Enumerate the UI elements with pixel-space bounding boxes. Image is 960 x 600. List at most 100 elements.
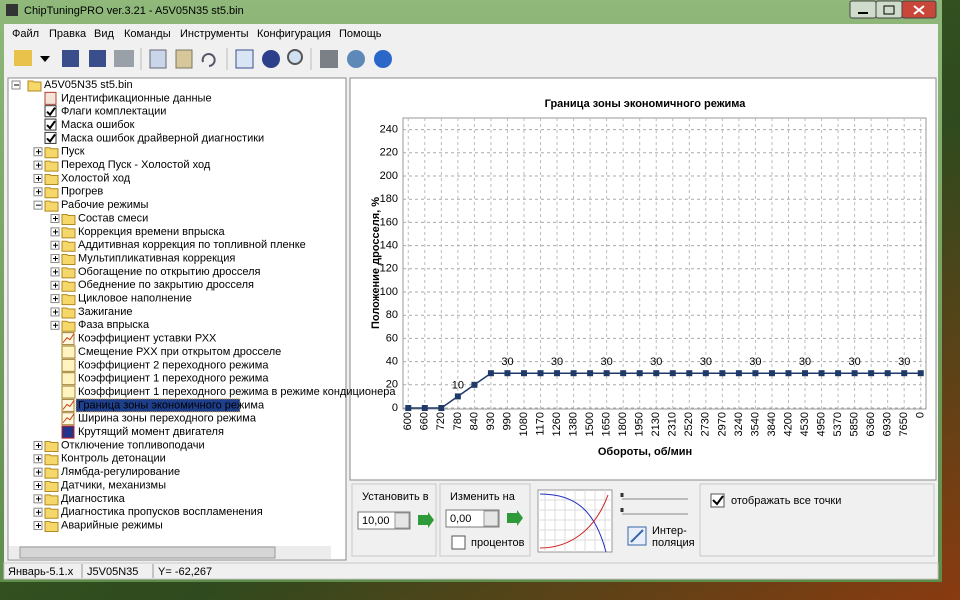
tool-info[interactable]	[262, 50, 280, 68]
data-point[interactable]	[520, 370, 527, 377]
tree-item-label[interactable]: Граница зоны экономичного режима	[78, 399, 265, 411]
show-all-checkbox[interactable]	[710, 493, 725, 508]
menu-item[interactable]: Вид	[94, 28, 114, 40]
data-point[interactable]	[686, 370, 693, 377]
tree-icon	[61, 425, 75, 439]
change-apply[interactable]	[507, 510, 523, 526]
tool-dropdown[interactable]	[40, 56, 50, 62]
data-point[interactable]	[702, 370, 709, 377]
tool-connect[interactable]	[347, 50, 365, 68]
tree-item-label[interactable]: Коэффициент 1 переходного режима	[78, 373, 269, 385]
tool-paste[interactable]	[175, 49, 193, 69]
data-point[interactable]	[421, 405, 428, 411]
data-point[interactable]	[587, 370, 594, 377]
data-point[interactable]	[570, 370, 577, 377]
tree-item-label[interactable]: Лямбда-регулирование	[61, 466, 180, 478]
menu-item[interactable]: Конфигурация	[257, 28, 331, 40]
data-point[interactable]	[752, 370, 759, 377]
menu-item[interactable]: Правка	[49, 28, 87, 40]
tree-item-label[interactable]: Мультипликативная коррекция	[78, 252, 235, 264]
data-point[interactable]	[884, 370, 891, 377]
change-spinner[interactable]	[483, 510, 499, 527]
tree-item-label[interactable]: Коррекция времени впрыска	[78, 226, 226, 238]
tool-save[interactable]	[62, 50, 79, 67]
menu-item[interactable]: Помощь	[339, 28, 382, 40]
x-tick-label: 2520	[683, 412, 695, 436]
data-point[interactable]	[868, 370, 875, 377]
maximize-button[interactable]	[875, 0, 903, 19]
data-point[interactable]	[537, 370, 544, 377]
tree-icon	[44, 507, 59, 519]
tree-item-label[interactable]: Крутящий момент двигателя	[78, 426, 224, 438]
tree-item-label[interactable]: Фаза впрыска	[78, 319, 150, 331]
tree-item-label[interactable]: Диагностика	[61, 493, 126, 505]
data-point[interactable]	[471, 381, 478, 388]
percent-checkbox[interactable]	[451, 535, 466, 550]
tree-item-label[interactable]: Отключение топливоподачи	[61, 439, 205, 451]
tree-item-label[interactable]: A5V05N35 st5.bin	[44, 79, 133, 91]
data-point[interactable]	[504, 370, 511, 377]
tool-chart[interactable]	[235, 49, 254, 69]
data-point[interactable]	[405, 405, 412, 411]
tree-item-label[interactable]: Диагностика пропусков воспламенения	[61, 506, 263, 518]
tool-undo[interactable]	[201, 53, 216, 67]
tree-item-label[interactable]: Рабочие режимы	[61, 199, 148, 211]
tool-open[interactable]	[14, 50, 32, 66]
data-point[interactable]	[603, 370, 610, 377]
tree-item-label[interactable]: Идентификационные данные	[61, 92, 212, 104]
tree-item-label[interactable]: Коэффициент 1 переходного режима в режим…	[78, 386, 396, 398]
data-point[interactable]	[487, 370, 494, 377]
tree-scroll-thumb[interactable]	[19, 546, 276, 559]
data-point[interactable]	[554, 370, 561, 377]
data-point[interactable]	[818, 370, 825, 377]
tree-item-label[interactable]: Датчики, механизмы	[61, 479, 166, 491]
data-point[interactable]	[835, 370, 842, 377]
tool-search[interactable]	[287, 49, 303, 65]
data-point[interactable]	[454, 393, 461, 400]
set-apply[interactable]	[418, 512, 434, 528]
data-point[interactable]	[653, 370, 660, 377]
data-point[interactable]	[851, 370, 858, 377]
tool-print[interactable]	[114, 50, 134, 67]
tree-item-label[interactable]: Прогрев	[61, 186, 103, 198]
data-point[interactable]	[620, 370, 627, 377]
tree-item-label[interactable]: Пуск	[61, 146, 85, 158]
tree-item-label[interactable]: Обеднение по закрытию дросселя	[78, 279, 254, 291]
tree-item-label[interactable]: Аддитивная коррекция по топливной пленке	[78, 239, 306, 251]
tool-help[interactable]	[374, 50, 392, 68]
tree-item-label[interactable]: Холостой ход	[61, 172, 131, 184]
data-point[interactable]	[438, 405, 445, 411]
menu-item[interactable]: Инструменты	[180, 28, 249, 40]
tool-save-as[interactable]	[89, 50, 106, 67]
tree-item-label[interactable]: Переход Пуск - Холостой ход	[61, 159, 211, 171]
data-point[interactable]	[735, 370, 742, 377]
data-point[interactable]	[802, 370, 809, 377]
tree-item-label[interactable]: Смещение РХХ при открытом дросселе	[78, 346, 281, 358]
menu-item[interactable]: Файл	[12, 28, 39, 40]
data-point[interactable]	[669, 370, 676, 377]
menu-item[interactable]: Команды	[124, 28, 171, 40]
tree-item-label[interactable]: Маска ошибок	[61, 119, 135, 131]
data-point[interactable]	[917, 370, 924, 377]
data-point[interactable]	[785, 370, 792, 377]
tree-item-label[interactable]: Маска ошибок драйверной диагностики	[61, 132, 264, 144]
data-point[interactable]	[768, 370, 775, 377]
set-spinner[interactable]	[394, 512, 410, 529]
tree-item-label[interactable]: Коэффициент 2 переходного режима	[78, 359, 269, 371]
tree-item-label[interactable]: Зажигание	[78, 306, 133, 318]
minimize-button[interactable]	[849, 0, 877, 19]
tool-copy[interactable]	[149, 49, 167, 69]
tree-item-label[interactable]: Флаги комплектации	[61, 106, 166, 118]
tree-item-label[interactable]: Аварийные режимы	[61, 519, 163, 531]
tool-settings[interactable]	[320, 50, 338, 68]
data-point[interactable]	[901, 370, 908, 377]
data-point[interactable]	[636, 370, 643, 377]
data-point[interactable]	[719, 370, 726, 377]
tree-item-label[interactable]: Коэффициент уставки РХХ	[78, 333, 217, 345]
tree-item-label[interactable]: Ширина зоны переходного режима	[78, 413, 257, 425]
tree-item-label[interactable]: Контроль детонации	[61, 453, 166, 465]
tree-item-label[interactable]: Цикловое наполнение	[78, 293, 192, 305]
set-label: Установить в	[362, 491, 429, 503]
tree-item-label[interactable]: Состав смеси	[78, 212, 148, 224]
tree-item-label[interactable]: Обогащение по открытию дросселя	[78, 266, 260, 278]
